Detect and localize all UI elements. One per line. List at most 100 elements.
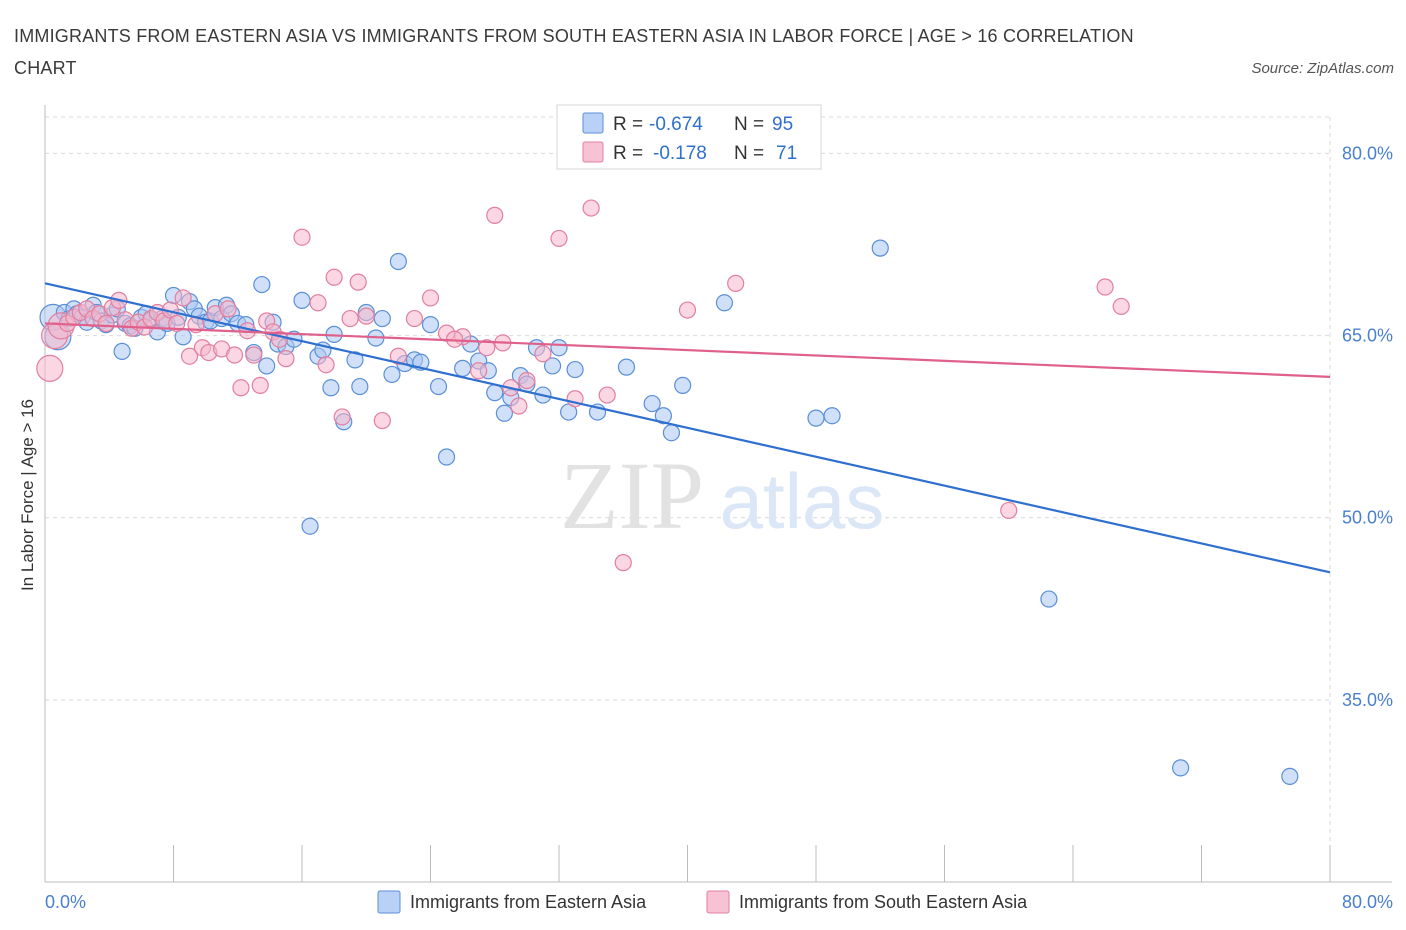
point-eastern-asia: [495, 404, 513, 422]
legend-r-value-2: -0.178: [653, 143, 707, 164]
chart-title: IMMIGRANTS FROM EASTERN ASIA VS IMMIGRAN…: [14, 26, 1134, 78]
point-eastern-asia: [550, 339, 568, 357]
point-south-eastern-asia: [1000, 501, 1018, 520]
y-tick-label: 35.0%: [1342, 690, 1393, 710]
point-eastern-asia: [807, 409, 825, 427]
point-south-eastern-asia: [245, 346, 263, 364]
point-eastern-asia: [437, 448, 456, 466]
point-south-eastern-asia: [251, 376, 269, 394]
point-eastern-asia: [823, 407, 841, 425]
legend-n-value-2: 71: [776, 143, 797, 164]
point-south-eastern-asia: [317, 356, 335, 374]
legend-item-south-eastern-asia: Immigrants from South Eastern Asia: [739, 892, 1028, 912]
point-eastern-asia: [1281, 767, 1299, 785]
point-south-eastern-asia: [36, 354, 64, 382]
point-south-eastern-asia: [486, 206, 504, 224]
point-eastern-asia: [351, 377, 369, 396]
y-tick-label: 50.0%: [1342, 508, 1393, 528]
point-eastern-asia: [389, 252, 407, 271]
point-eastern-asia: [1172, 759, 1190, 777]
point-south-eastern-asia: [470, 362, 488, 380]
point-south-eastern-asia: [550, 229, 568, 248]
point-south-eastern-asia: [293, 228, 311, 246]
point-south-eastern-asia: [225, 346, 244, 364]
series-legend: Immigrants from Eastern Asia Immigrants …: [377, 890, 1028, 914]
source-label: Source: ZipAtlas.com: [1251, 60, 1394, 77]
point-south-eastern-asia: [180, 347, 199, 365]
point-south-eastern-asia: [373, 411, 391, 430]
x-tick-label: 80.0%: [1342, 892, 1393, 912]
point-eastern-asia: [486, 384, 504, 402]
correlation-legend: R = -0.674 N = 95 R = -0.178 N = 71: [556, 104, 822, 170]
point-south-eastern-asia: [405, 309, 424, 328]
point-south-eastern-asia: [309, 294, 327, 312]
legend-item-eastern-asia: Immigrants from Eastern Asia: [410, 892, 647, 912]
trend-line-south-eastern-asia: [44, 322, 1331, 378]
point-eastern-asia: [293, 291, 311, 309]
point-eastern-asia: [662, 424, 681, 442]
legend-n-value-1: 95: [772, 114, 793, 135]
point-south-eastern-asia: [277, 350, 295, 368]
point-eastern-asia: [566, 360, 584, 379]
legend-n-label-1: N =: [734, 114, 764, 135]
point-eastern-asia: [871, 239, 889, 257]
series-south-eastern-asia: [36, 199, 1130, 572]
point-eastern-asia: [454, 359, 472, 377]
point-eastern-asia: [617, 358, 636, 376]
legend-r-label-1: R =: [613, 114, 643, 135]
y-tick-labels: 80.0% 65.0% 50.0% 35.0%: [1342, 143, 1393, 709]
point-eastern-asia: [654, 407, 673, 425]
x-tick-label: 0.0%: [45, 892, 86, 912]
point-eastern-asia: [429, 377, 448, 396]
legend-r-label-2: R =: [613, 143, 643, 164]
y-tick-label: 80.0%: [1342, 143, 1393, 163]
point-south-eastern-asia: [232, 379, 250, 397]
point-south-eastern-asia: [582, 199, 600, 217]
point-eastern-asia: [113, 342, 131, 360]
point-eastern-asia: [674, 376, 692, 394]
point-south-eastern-asia: [614, 554, 632, 572]
point-south-eastern-asia: [333, 408, 351, 426]
legend-swatch-blue: [582, 112, 604, 134]
point-eastern-asia: [421, 316, 440, 334]
point-eastern-asia: [383, 365, 401, 384]
point-south-eastern-asia: [727, 274, 745, 292]
x-tick-labels: 0.0% 80.0%: [45, 892, 1393, 912]
legend-n-label-2: N =: [734, 143, 764, 164]
point-eastern-asia: [715, 294, 734, 312]
point-south-eastern-asia: [510, 397, 528, 415]
y-tick-label: 65.0%: [1342, 326, 1393, 346]
point-south-eastern-asia: [1096, 278, 1114, 296]
point-eastern-asia: [346, 351, 364, 369]
point-south-eastern-asia: [478, 339, 496, 357]
point-eastern-asia: [301, 517, 319, 535]
point-south-eastern-asia: [598, 386, 616, 404]
watermark-atlas: atlas: [720, 457, 885, 545]
point-south-eastern-asia: [349, 273, 367, 291]
watermark-zip: ZIP: [560, 442, 704, 549]
legend-r-value-1: -0.674: [649, 114, 703, 135]
trend-lines: [44, 282, 1331, 574]
legend-item-eastern-asia-swatch: [377, 890, 401, 914]
point-south-eastern-asia: [1112, 297, 1130, 316]
point-south-eastern-asia: [325, 268, 343, 286]
point-south-eastern-asia: [518, 371, 536, 390]
point-eastern-asia: [1040, 590, 1058, 608]
point-south-eastern-asia: [421, 289, 440, 307]
watermark: ZIP atlas: [560, 442, 884, 549]
legend-item-south-eastern-asia-swatch: [706, 890, 730, 914]
point-eastern-asia: [643, 394, 661, 413]
point-south-eastern-asia: [97, 314, 115, 333]
point-south-eastern-asia: [534, 345, 552, 363]
point-south-eastern-asia: [341, 309, 359, 328]
point-eastern-asia: [322, 379, 340, 397]
y-axis-label: In Labor Force | Age > 16: [18, 399, 37, 591]
point-south-eastern-asia: [219, 300, 237, 318]
point-eastern-asia: [258, 357, 276, 375]
point-south-eastern-asia: [678, 301, 697, 319]
point-eastern-asia: [543, 357, 562, 375]
point-eastern-asia: [253, 275, 271, 294]
point-eastern-asia: [373, 309, 391, 328]
point-south-eastern-asia: [168, 314, 186, 333]
